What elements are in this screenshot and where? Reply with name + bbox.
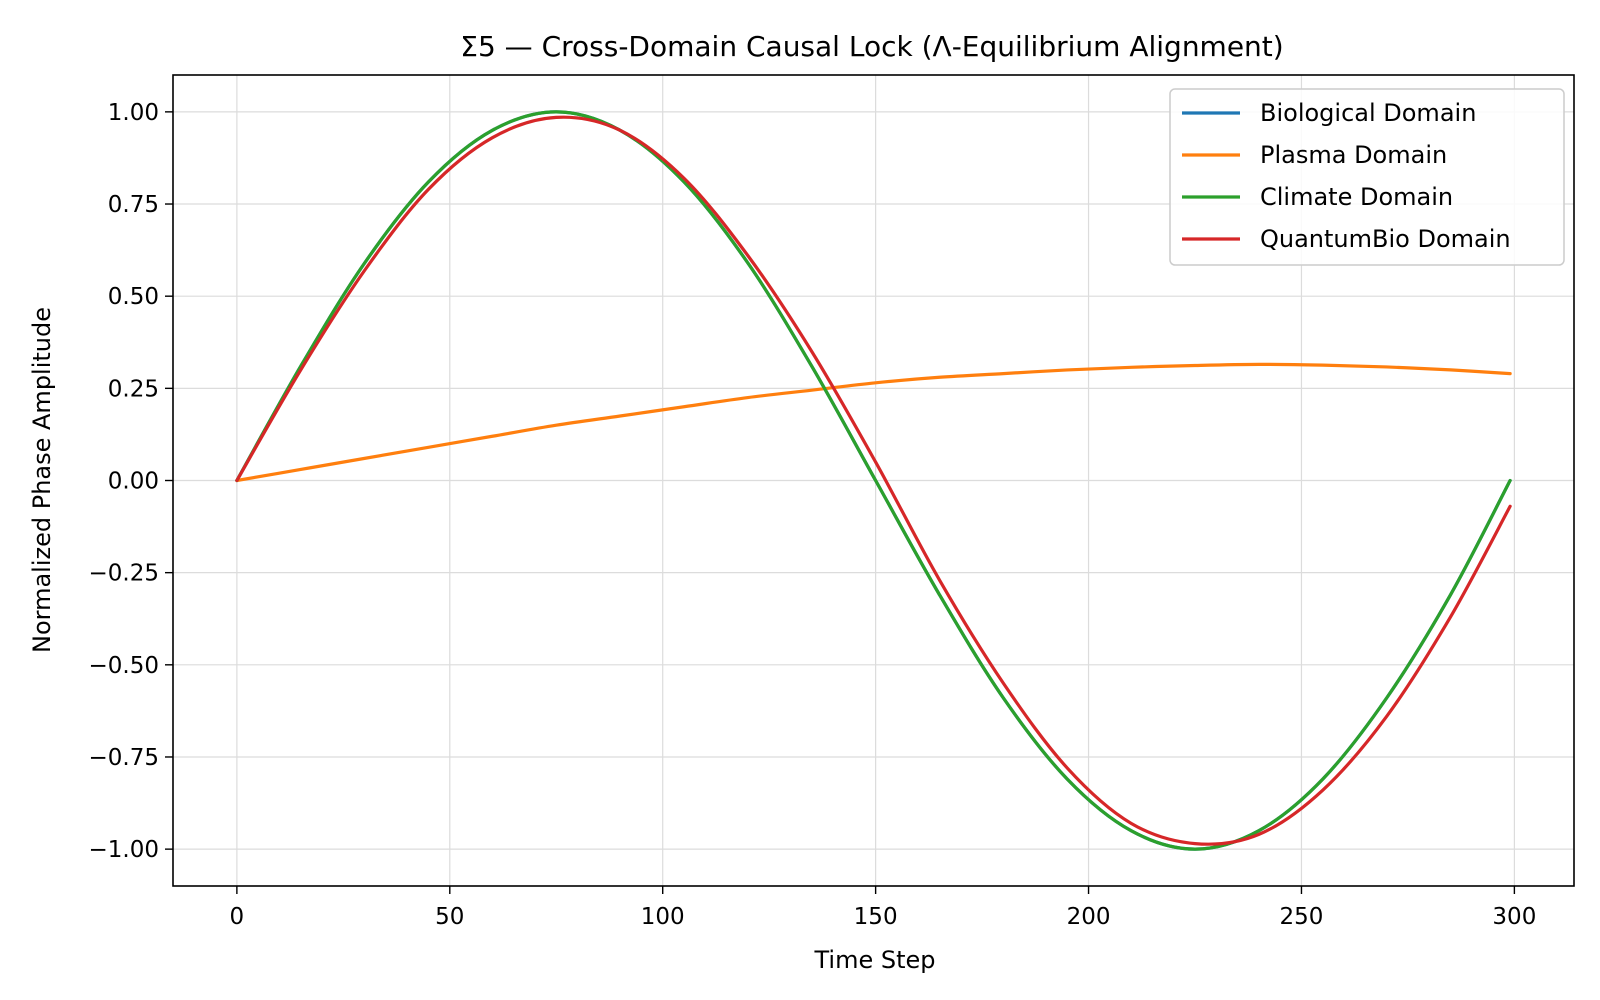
grid	[173, 75, 1574, 886]
y-tick-label: −0.75	[89, 745, 159, 771]
series-line-1	[235, 362, 1512, 483]
x-tick-label: 150	[854, 904, 898, 930]
y-axis-label: Normalized Phase Amplitude	[28, 307, 56, 653]
y-tick-label: 0.25	[108, 376, 159, 402]
y-tick-label: 1.00	[108, 100, 159, 126]
y-tick-label: 0.00	[108, 469, 159, 495]
x-tick-label: 50	[435, 904, 464, 930]
legend: Biological Domain Plasma Domain Climate Do…	[1169, 88, 1565, 266]
legend-entry-label: QuantumBio Domain	[1260, 225, 1511, 253]
series-line-2	[235, 110, 1512, 851]
x-tick-label: 100	[641, 904, 685, 930]
legend-box	[1169, 88, 1565, 266]
series-lines	[235, 110, 1512, 851]
y-tick-label: −0.50	[89, 653, 159, 679]
y-tick-label: 0.75	[108, 192, 159, 218]
x-tick-label: 250	[1280, 904, 1324, 930]
legend-entry-label: Climate Domain	[1260, 183, 1453, 211]
y-tick-label: −1.00	[89, 837, 159, 863]
chart-title: Σ5 — Cross-Domain Causal Lock (Λ-Equilib…	[460, 30, 1283, 63]
axis-ticks: 0 50 100 150 200 250 300 1.00 0.75 0.50 0.25 0.00 −0…	[89, 100, 1537, 930]
y-tick-label: −0.25	[89, 561, 159, 587]
series-line-3	[235, 115, 1512, 846]
legend-entry-label: Biological Domain	[1260, 99, 1476, 127]
y-tick-label: 0.50	[108, 284, 159, 310]
legend-entry-label: Plasma Domain	[1260, 141, 1447, 169]
x-tick-label: 300	[1492, 904, 1536, 930]
x-tick-label: 200	[1067, 904, 1111, 930]
x-tick-label: 0	[230, 904, 245, 930]
x-axis-label: Time Step	[813, 946, 935, 974]
